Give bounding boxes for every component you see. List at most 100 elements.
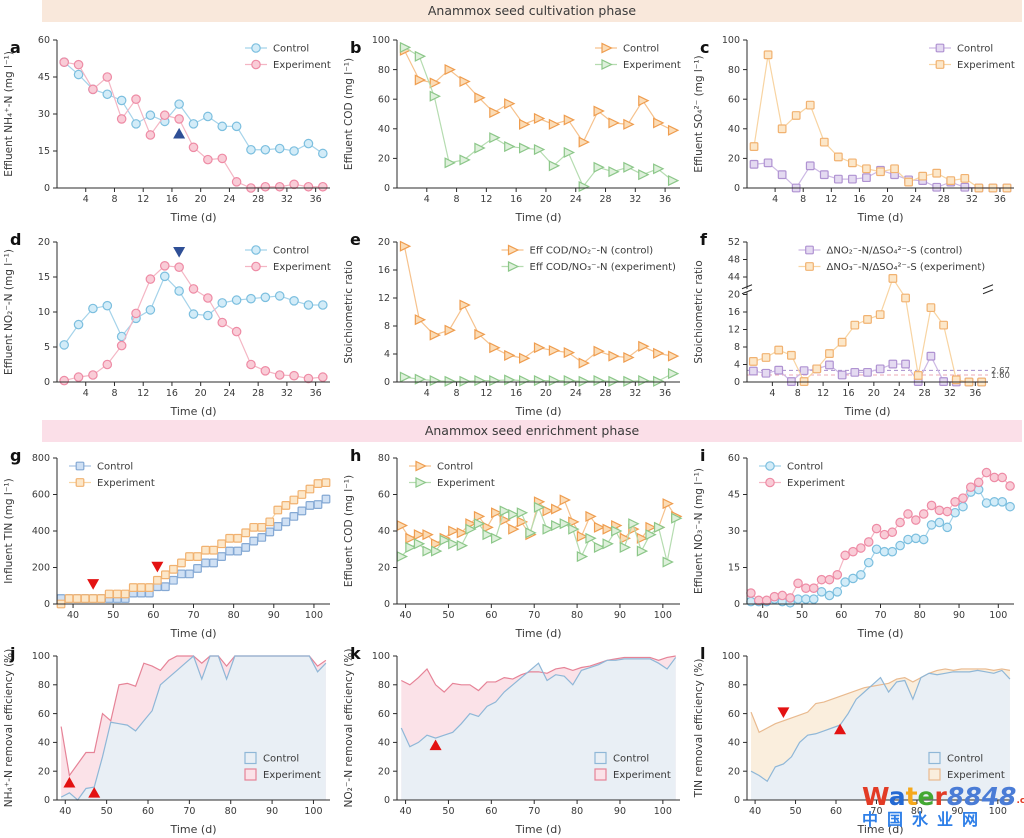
svg-text:Eff COD/NO₃⁻-N (experiment): Eff COD/NO₃⁻-N (experiment) [530, 262, 677, 273]
svg-text:20: 20 [378, 237, 390, 248]
svg-text:0: 0 [384, 795, 390, 806]
svg-text:60: 60 [485, 806, 497, 817]
svg-text:16: 16 [378, 265, 390, 276]
svg-text:60: 60 [728, 709, 740, 720]
svg-text:0: 0 [734, 599, 740, 610]
panel-label-j: j [10, 644, 16, 663]
svg-text:90: 90 [614, 610, 626, 621]
svg-text:60: 60 [378, 94, 390, 105]
svg-text:20: 20 [378, 766, 390, 777]
svg-text:100: 100 [722, 651, 740, 662]
panel-label-i: i [700, 446, 706, 465]
svg-text:100: 100 [989, 806, 1007, 817]
svg-text:Control: Control [97, 462, 133, 473]
svg-text:60: 60 [142, 806, 154, 817]
svg-text:70: 70 [874, 610, 886, 621]
svg-text:Effluent SO₄²⁻ (mg l⁻¹): Effluent SO₄²⁻ (mg l⁻¹) [693, 55, 705, 172]
svg-text:100: 100 [372, 651, 390, 662]
svg-text:80: 80 [914, 610, 926, 621]
svg-text:28: 28 [599, 388, 611, 399]
svg-text:2.67: 2.67 [991, 366, 1010, 376]
svg-text:40: 40 [59, 806, 71, 817]
svg-text:Control: Control [957, 44, 993, 55]
svg-text:Effluent NO₃⁻-N (mg l⁻¹): Effluent NO₃⁻-N (mg l⁻¹) [693, 468, 705, 594]
svg-text:28: 28 [919, 388, 931, 399]
svg-text:24: 24 [570, 388, 582, 399]
svg-text:12: 12 [378, 293, 390, 304]
panel-b: b 4 8 12 16 20 24 28 32 36 0 20 40 60 80 100 Time (d) Ef… [340, 26, 690, 226]
svg-text:52: 52 [728, 237, 740, 248]
svg-text:100: 100 [32, 651, 50, 662]
svg-text:Eff COD/NO₂⁻-N (control): Eff COD/NO₂⁻-N (control) [530, 246, 654, 257]
panel-d: d 4 8 12 16 20 24 28 32 36 0 5 10 15 20 Time (d) Efflue… [0, 228, 340, 420]
chart-i-effluent-no3: 40 50 60 70 80 90 100 0 15 30 45 60 Time (d) Effluent… [693, 453, 1015, 640]
svg-text:40: 40 [378, 526, 390, 537]
svg-text:60: 60 [728, 94, 740, 105]
svg-text:10: 10 [38, 307, 50, 318]
chart-a-effluent-nh4: 4 8 12 16 20 24 28 32 36 0 15 30 45 60 Time (d) Effluen… [3, 35, 331, 224]
svg-text:0: 0 [44, 183, 50, 194]
svg-text:Time (d): Time (d) [515, 405, 562, 418]
svg-text:12: 12 [817, 388, 829, 399]
svg-text:ΔNO₂⁻-N/ΔSO₄²⁻-S (control): ΔNO₂⁻-N/ΔSO₄²⁻-S (control) [827, 246, 963, 257]
svg-text:Time (d): Time (d) [170, 627, 217, 640]
svg-text:Time (d): Time (d) [857, 211, 904, 224]
svg-text:70: 70 [187, 610, 199, 621]
chart-h-effluent-cod: 40 50 60 70 80 90 100 0 20 40 60 80 Time (d) Effluent… [343, 453, 683, 640]
svg-text:Experiment: Experiment [957, 60, 1015, 71]
svg-text:8: 8 [384, 321, 390, 332]
chart-c-effluent-so4: 4 8 12 16 20 24 28 32 36 0 20 40 60 80 100 Time (d) Effl… [693, 35, 1015, 224]
svg-text:40: 40 [378, 738, 390, 749]
svg-text:20: 20 [540, 194, 552, 205]
svg-text:60: 60 [378, 490, 390, 501]
watermark: Water8848.com 中国水业网 [862, 784, 1024, 828]
svg-text:12: 12 [480, 194, 492, 205]
svg-text:80: 80 [378, 680, 390, 691]
svg-text:Experiment: Experiment [273, 60, 331, 71]
svg-text:Effluent NH₄⁺-N (mg l⁻¹): Effluent NH₄⁺-N (mg l⁻¹) [3, 51, 15, 177]
panel-f: f 2.67 1.60 4 8 12 16 20 24 28 32 36 0 4 8 12 16 20 44 48 5… [690, 228, 1024, 420]
svg-text:28: 28 [599, 194, 611, 205]
svg-text:Control: Control [947, 754, 983, 765]
svg-text:36: 36 [659, 194, 671, 205]
panel-label-d: d [10, 230, 22, 249]
svg-text:60: 60 [485, 610, 497, 621]
svg-text:20: 20 [881, 194, 893, 205]
svg-text:8: 8 [111, 388, 117, 399]
svg-text:90: 90 [614, 806, 626, 817]
panel-label-f: f [700, 230, 707, 249]
svg-text:60: 60 [835, 610, 847, 621]
svg-text:28: 28 [252, 388, 264, 399]
svg-text:NH₄⁺-N removal efficiency (%): NH₄⁺-N removal efficiency (%) [3, 649, 15, 808]
svg-text:Experiment: Experiment [947, 770, 1005, 781]
svg-text:Experiment: Experiment [623, 60, 681, 71]
svg-text:40: 40 [757, 610, 769, 621]
svg-text:60: 60 [378, 709, 390, 720]
panel-label-g: g [10, 446, 22, 465]
svg-text:Experiment: Experiment [437, 478, 495, 489]
svg-text:32: 32 [281, 194, 293, 205]
svg-text:20: 20 [540, 388, 552, 399]
svg-text:40: 40 [67, 610, 79, 621]
svg-text:4: 4 [734, 360, 740, 371]
svg-text:Time (d): Time (d) [515, 627, 562, 640]
svg-text:Stoichiometric ratio: Stoichiometric ratio [693, 260, 705, 363]
svg-text:80: 80 [378, 65, 390, 76]
chart-l-tin-removal: 40 50 60 70 80 90 100 0 20 40 60 80 100 Time (d) TIN r… [693, 651, 1014, 836]
svg-text:4: 4 [424, 194, 430, 205]
svg-text:50: 50 [789, 806, 801, 817]
svg-text:12: 12 [480, 388, 492, 399]
svg-text:20: 20 [378, 154, 390, 165]
svg-text:Control: Control [437, 462, 473, 473]
svg-text:40: 40 [728, 738, 740, 749]
panel-k: k 40 50 60 70 80 90 100 0 20 40 60 80 100 Time (d) NO₂… [340, 642, 690, 838]
svg-text:70: 70 [870, 806, 882, 817]
chart-g-influent-tin: 40 50 60 70 80 90 100 0 200 400 600 800 Time (d) Infl… [3, 453, 331, 640]
svg-text:8: 8 [734, 342, 740, 353]
svg-text:50: 50 [442, 806, 454, 817]
svg-text:32: 32 [629, 388, 641, 399]
svg-text:80: 80 [728, 680, 740, 691]
chart-b-effluent-cod: 4 8 12 16 20 24 28 32 36 0 20 40 60 80 100 Time (d) Effl… [343, 35, 681, 224]
svg-text:0: 0 [44, 795, 50, 806]
svg-text:48: 48 [728, 255, 740, 266]
